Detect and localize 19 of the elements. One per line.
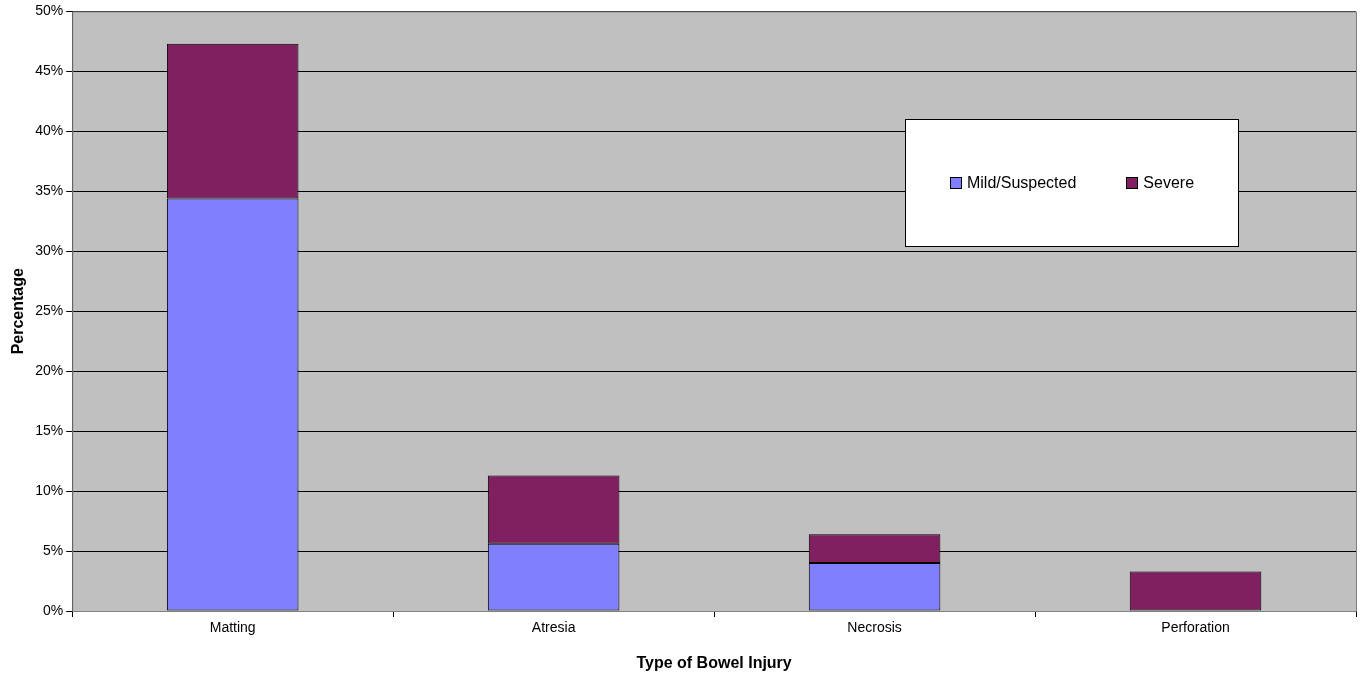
y-tick-label: 30% [35, 242, 64, 259]
x-tick-label: Atresia [531, 619, 576, 636]
x-tick-label: Matting [209, 619, 256, 636]
legend-label: Severe [1143, 174, 1195, 193]
y-tick-label: 5% [42, 541, 64, 558]
y-tick-label: 10% [35, 481, 64, 498]
y-tick-label: 25% [35, 302, 64, 319]
x-tick-label: Necrosis [847, 619, 902, 636]
x-axis-title: Type of Bowel Injury [636, 653, 792, 671]
y-tick-label: 40% [35, 122, 64, 139]
y-tick-label: 15% [35, 421, 64, 438]
x-tick-label: Perforation [1161, 619, 1230, 636]
y-tick-label: 20% [35, 362, 64, 379]
y-axis-title: Percentage [9, 267, 27, 355]
y-tick-label: 45% [35, 62, 64, 79]
y-tick-label: 0% [42, 601, 64, 618]
legend-label: Mild/Suspected [966, 174, 1077, 193]
y-tick-label: 35% [35, 182, 64, 199]
y-tick-label: 50% [35, 2, 64, 19]
